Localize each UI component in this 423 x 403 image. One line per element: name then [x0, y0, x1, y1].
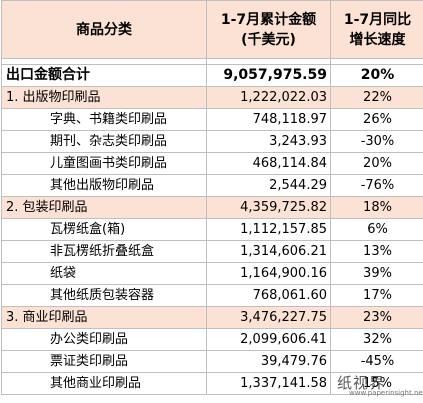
row-growth: 39%	[330, 262, 423, 285]
row-growth: -76%	[330, 174, 423, 197]
row-name: 其他纸质包装容器	[1, 284, 207, 307]
row-growth: 6%	[330, 218, 423, 241]
total-row: 出口金额合计 9,057,975.59 20%	[1, 64, 423, 87]
item-row: 票证类印刷品 39,479.76 -45%	[1, 350, 423, 373]
row-amount: 468,114.84	[206, 152, 331, 175]
row-growth: -45%	[330, 350, 423, 373]
row-growth: 22%	[330, 86, 423, 109]
header-growth-line1: 1-7月同比	[343, 11, 412, 28]
row-name: 瓦楞纸盒(箱)	[1, 218, 207, 241]
row-amount: 3,243.93	[206, 130, 331, 153]
row-amount: 3,476,227.75	[206, 306, 331, 329]
item-row: 期刊、杂志类印刷品 3,243.93 -30%	[1, 130, 423, 153]
item-row: 其他出版物印刷品 2,544.29 -76%	[1, 174, 423, 197]
header-row: 商品分类 1-7月累计金额 (千美元) 1-7月同比 增长速度	[1, 0, 423, 59]
item-row: 纸袋 1,164,900.16 39%	[1, 262, 423, 285]
item-row: 非瓦楞纸折叠纸盒 1,314,606.21 13%	[1, 240, 423, 263]
row-name: 办公类印刷品	[1, 328, 207, 351]
row-name: 字典、书籍类印刷品	[1, 108, 207, 131]
row-name: 3. 商业印刷品	[1, 306, 207, 329]
item-row: 其他纸质包装容器 768,061.60 17%	[1, 284, 423, 307]
row-amount: 1,222,022.03	[206, 86, 331, 109]
category-row: 2. 包装印刷品 4,359,725.82 18%	[1, 196, 423, 219]
row-growth: 17%	[330, 284, 423, 307]
header-amount: 1-7月累计金额 (千美元)	[206, 0, 331, 59]
total-name: 出口金额合计	[1, 64, 207, 87]
row-amount: 1,337,141.58	[206, 372, 331, 395]
table-body: 商品分类 1-7月累计金额 (千美元) 1-7月同比 增长速度 出口金额合计 9…	[1, 0, 423, 395]
item-row: 办公类印刷品 2,099,606.41 32%	[1, 328, 423, 351]
row-name: 其他出版物印刷品	[1, 174, 207, 197]
header-amount-line1: 1-7月累计金额	[220, 11, 317, 28]
row-amount: 2,544.29	[206, 174, 331, 197]
row-growth: 20%	[330, 152, 423, 175]
header-growth: 1-7月同比 增长速度	[330, 0, 423, 59]
row-amount: 1,112,157.85	[206, 218, 331, 241]
header-category: 商品分类	[1, 0, 207, 59]
row-amount: 748,118.97	[206, 108, 331, 131]
row-amount: 2,099,606.41	[206, 328, 331, 351]
row-growth: 15%	[330, 372, 423, 395]
row-growth: -30%	[330, 130, 423, 153]
row-name: 票证类印刷品	[1, 350, 207, 373]
header-amount-line2: (千美元)	[241, 31, 296, 48]
row-name: 2. 包装印刷品	[1, 196, 207, 219]
row-name: 1. 出版物印刷品	[1, 86, 207, 109]
total-amount: 9,057,975.59	[206, 64, 331, 87]
row-name: 期刊、杂志类印刷品	[1, 130, 207, 153]
row-growth: 18%	[330, 196, 423, 219]
total-growth: 20%	[330, 64, 423, 87]
row-growth: 23%	[330, 306, 423, 329]
row-amount: 4,359,725.82	[206, 196, 331, 219]
row-amount: 1,314,606.21	[206, 240, 331, 263]
export-stats-table: 商品分类 1-7月累计金额 (千美元) 1-7月同比 增长速度 出口金额合计 9…	[1, 0, 423, 395]
category-row: 3. 商业印刷品 3,476,227.75 23%	[1, 306, 423, 329]
item-row: 瓦楞纸盒(箱) 1,112,157.85 6%	[1, 218, 423, 241]
item-row: 其他商业印刷品 1,337,141.58 15%	[1, 372, 423, 395]
item-row: 儿童图画书类印刷品 468,114.84 20%	[1, 152, 423, 175]
category-row: 1. 出版物印刷品 1,222,022.03 22%	[1, 86, 423, 109]
row-name: 其他商业印刷品	[1, 372, 207, 395]
row-amount: 1,164,900.16	[206, 262, 331, 285]
row-growth: 13%	[330, 240, 423, 263]
row-growth: 26%	[330, 108, 423, 131]
row-amount: 768,061.60	[206, 284, 331, 307]
item-row: 字典、书籍类印刷品 748,118.97 26%	[1, 108, 423, 131]
row-name: 纸袋	[1, 262, 207, 285]
row-name: 儿童图画书类印刷品	[1, 152, 207, 175]
header-growth-line2: 增长速度	[349, 31, 406, 48]
row-name: 非瓦楞纸折叠纸盒	[1, 240, 207, 263]
row-amount: 39,479.76	[206, 350, 331, 373]
row-growth: 32%	[330, 328, 423, 351]
